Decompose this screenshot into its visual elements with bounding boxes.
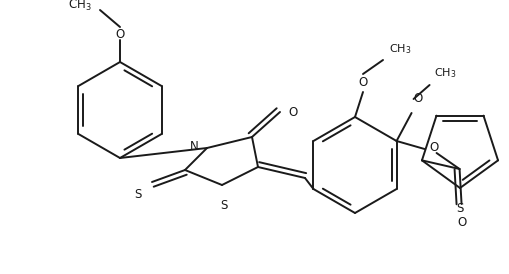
Text: CH$_3$: CH$_3$ [388,42,411,56]
Text: N: N [190,139,199,153]
Text: O: O [413,92,422,105]
Text: O: O [115,27,124,41]
Text: O: O [429,141,438,153]
Text: S: S [134,188,142,201]
Text: CH$_3$: CH$_3$ [433,66,455,80]
Text: S: S [220,199,227,212]
Text: S: S [456,202,463,215]
Text: O: O [358,76,367,89]
Text: CH$_3$: CH$_3$ [68,0,92,13]
Text: O: O [288,106,297,119]
Text: O: O [456,216,465,229]
